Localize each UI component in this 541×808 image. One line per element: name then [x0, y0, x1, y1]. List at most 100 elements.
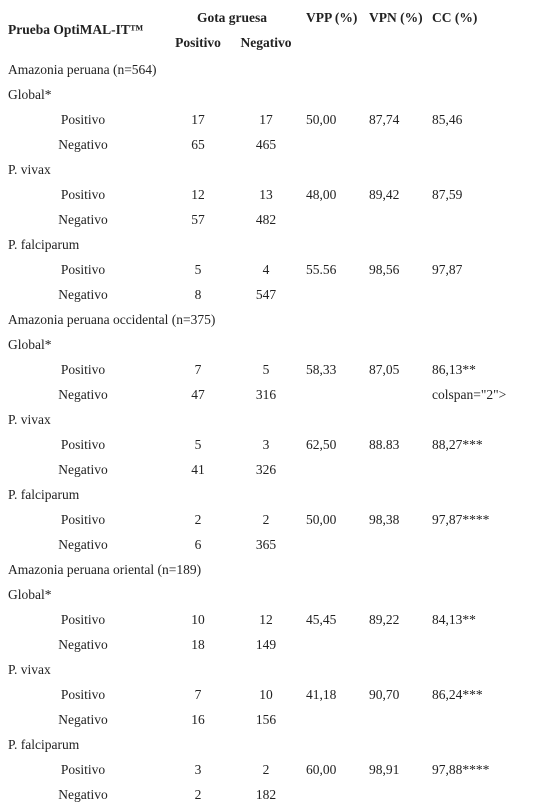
cell-vpn: 98,91 [369, 762, 400, 777]
section-title: Amazonia peruana occidental (n=375) [8, 312, 216, 327]
group-title: Global* [8, 87, 52, 102]
cell-pos: 5 [194, 262, 202, 277]
row-label: Positivo [60, 362, 106, 377]
row-label: Negativo [58, 387, 108, 402]
cell-pos: 16 [191, 712, 205, 727]
row-label: Negativo [58, 287, 108, 302]
cell-cc: 86,24*** [432, 687, 483, 702]
cell-vpp: 60,00 [306, 762, 337, 777]
row-label: Negativo [58, 212, 108, 227]
row-label: Negativo [58, 712, 108, 727]
cell-cc: 88,27*** [432, 437, 483, 452]
cell-pos: 2 [194, 787, 202, 802]
cell-cc: 97,87 [432, 262, 463, 277]
section-title: Amazonia peruana (n=564) [8, 62, 157, 77]
cell-neg: 2 [262, 512, 270, 527]
group-title: P. falciparum [8, 487, 80, 502]
cell-pos: 47 [191, 387, 205, 402]
cell-vpn: 88.83 [369, 437, 400, 452]
section-title: Amazonia peruana oriental (n=189) [8, 562, 202, 577]
cell-vpn: 98,56 [369, 262, 400, 277]
header-vpp: VPP (%) [306, 10, 358, 25]
cell-neg: 547 [255, 287, 277, 302]
cell-pos: 7 [194, 362, 202, 377]
cell-neg: 13 [259, 187, 273, 202]
cell-cc: 84,13** [432, 612, 476, 627]
cell-vpp: 50,00 [306, 512, 337, 527]
row-label: Positivo [60, 612, 106, 627]
row-label: Positivo [60, 512, 106, 527]
row-label: Negativo [58, 137, 108, 152]
row-label: Negativo [58, 462, 108, 477]
group-title: P. vivax [8, 412, 51, 427]
cell-vpp: 62,50 [306, 437, 337, 452]
cell-pos: 2 [194, 512, 202, 527]
group-title: Global* [8, 587, 52, 602]
cell-cc: 97,88**** [432, 762, 490, 777]
row-label: Positivo [60, 262, 106, 277]
cell-pos: 8 [194, 287, 202, 302]
cell-pos: 17 [191, 112, 205, 127]
cell-vpp: 55.56 [306, 262, 337, 277]
cell-neg: 326 [255, 462, 277, 477]
cell-pos: 3 [194, 762, 202, 777]
row-label: Positivo [60, 687, 106, 702]
cell-vpp: 58,33 [306, 362, 337, 377]
cell-cc: colspan="2"> [432, 387, 507, 402]
group-title: P. vivax [8, 162, 51, 177]
cell-vpn: 89,22 [369, 612, 400, 627]
row-label: Negativo [58, 637, 108, 652]
group-title: P. falciparum [8, 237, 80, 252]
cell-pos: 41 [191, 462, 205, 477]
cell-neg: 4 [262, 262, 270, 277]
header-gold: Gota gruesa [196, 10, 268, 25]
row-label: Negativo [58, 787, 108, 802]
cell-neg: 149 [255, 637, 277, 652]
cell-neg: 156 [255, 712, 277, 727]
cell-vpp: 50,00 [306, 112, 337, 127]
cell-neg: 10 [259, 687, 273, 702]
cell-vpp: 41,18 [306, 687, 337, 702]
cell-pos: 6 [194, 537, 202, 552]
cell-pos: 18 [191, 637, 205, 652]
header-test: Prueba OptiMAL-IT™ [8, 22, 144, 37]
cell-neg: 2 [262, 762, 270, 777]
cell-vpn: 87,74 [369, 112, 400, 127]
cell-neg: 482 [255, 212, 277, 227]
header-vpn: VPN (%) [369, 10, 423, 25]
cell-pos: 65 [191, 137, 205, 152]
cell-neg: 12 [259, 612, 273, 627]
row-label: Positivo [60, 437, 106, 452]
cell-neg: 182 [255, 787, 277, 802]
cell-pos: 7 [194, 687, 202, 702]
cell-cc: 85,46 [432, 112, 463, 127]
cell-vpn: 87,05 [369, 362, 400, 377]
cell-neg: 316 [255, 387, 277, 402]
row-label: Positivo [60, 112, 106, 127]
group-title: P. falciparum [8, 737, 80, 752]
cell-neg: 365 [255, 537, 277, 552]
cell-pos: 10 [191, 612, 205, 627]
group-title: Global* [8, 337, 52, 352]
cell-pos: 57 [191, 212, 205, 227]
cell-neg: 3 [262, 437, 270, 452]
group-title: P. vivax [8, 662, 51, 677]
cell-vpp: 48,00 [306, 187, 337, 202]
header-cc: CC (%) [432, 10, 478, 25]
cell-neg: 17 [259, 112, 273, 127]
row-label: Positivo [60, 187, 106, 202]
cell-neg: 465 [255, 137, 277, 152]
header-gold-pos: Positivo [175, 35, 221, 50]
cell-cc: 87,59 [432, 187, 463, 202]
cell-pos: 5 [194, 437, 202, 452]
cell-pos: 12 [191, 187, 205, 202]
cell-neg: 5 [262, 362, 270, 377]
cell-vpn: 90,70 [369, 687, 400, 702]
row-label: Negativo [58, 537, 108, 552]
row-label: Positivo [60, 762, 106, 777]
header-gold-neg: Negativo [240, 35, 292, 50]
cell-vpn: 98,38 [369, 512, 400, 527]
cell-cc: 97,87**** [432, 512, 490, 527]
cell-cc: 86,13** [432, 362, 476, 377]
